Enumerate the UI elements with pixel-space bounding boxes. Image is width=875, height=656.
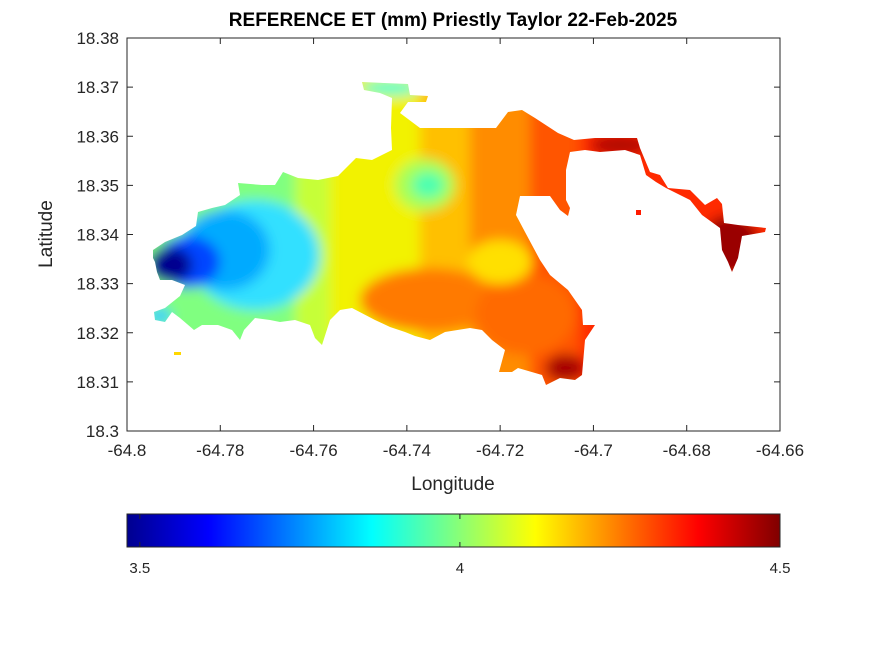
axes-layer: -64.8 -64.78 -64.76 -64.74 -64.72 -64.7 -64.68… [76,29,804,460]
y-tick-label: 18.31 [76,373,119,392]
y-axis-label: Latitude [36,200,57,268]
heat-southeast-orange [475,275,575,355]
x-tick-label: -64.68 [663,441,711,460]
x-tick-label: -64.7 [574,441,613,460]
small-islet [636,210,641,215]
small-islet [174,352,181,355]
y-tick-label: 18.3 [86,422,119,441]
x-tick-label: -64.8 [108,441,147,460]
y-tick-label: 18.32 [76,324,119,343]
x-tick-label: -64.76 [289,441,337,460]
colorbar [126,513,781,548]
x-tick-label: -64.78 [196,441,244,460]
heat-north-center-cyan [412,172,444,198]
x-tick-label: -64.66 [756,441,804,460]
x-axis-label: Longitude [411,474,494,495]
y-tick-label: 18.34 [76,226,119,245]
y-tick-label: 18.38 [76,29,119,48]
colorbar-tick-label: 4 [456,560,464,577]
heat-north-tip-cyan [360,82,420,96]
heat-east-tail-darkred [590,135,650,155]
x-tick-label: -64.74 [383,441,431,460]
y-tick-label: 18.37 [76,78,119,97]
heat-center-yellow [468,240,532,284]
x-tick-label: -64.72 [476,441,524,460]
y-tick-label: 18.33 [76,275,119,294]
heat-west-darkblue [153,247,192,283]
colorbar-ticks: 3.5 4 4.5 [129,514,790,577]
heat-se-tip-darkred [545,354,585,382]
colorbar-tick-label: 3.5 [129,560,150,577]
y-tick-label: 18.36 [76,127,119,146]
colorbar-tick-label: 4.5 [770,560,791,577]
heat-south-orange [360,268,500,332]
y-tick-label: 18.35 [76,176,119,195]
chart-title: REFERENCE ET (mm) Priestly Taylor 22-Feb… [229,10,678,31]
